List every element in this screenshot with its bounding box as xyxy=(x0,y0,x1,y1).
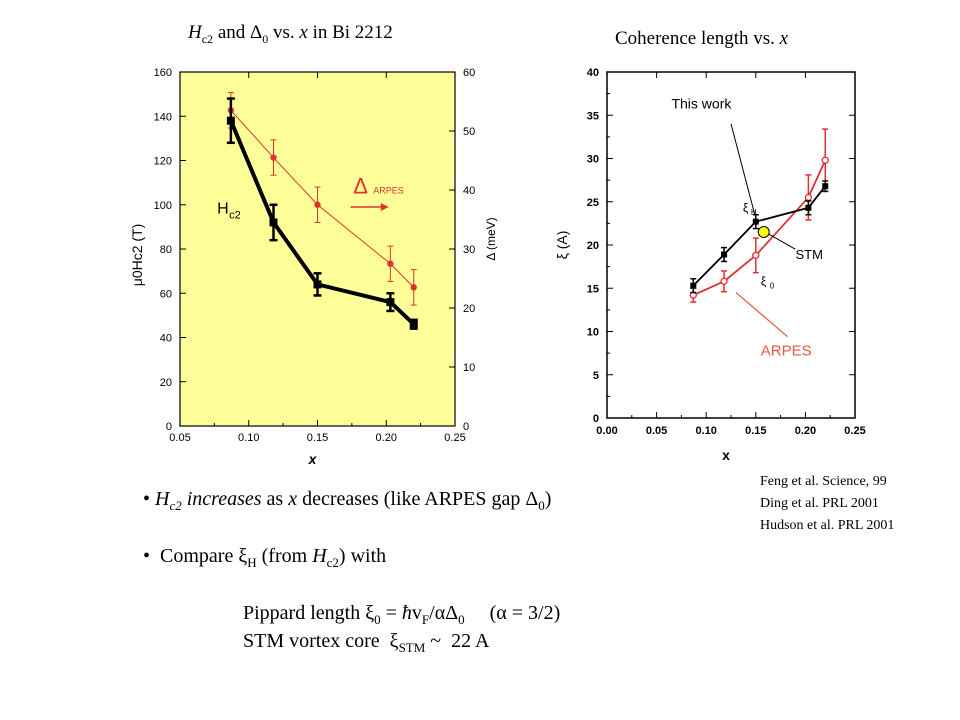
y-right-axis-label: Δ (meV) xyxy=(484,217,498,260)
y-left-tick-label: 60 xyxy=(160,288,172,300)
stm-pointer xyxy=(768,233,796,250)
y-left-tick-label: 80 xyxy=(160,244,172,256)
y-tick-label: 25 xyxy=(587,197,599,209)
x-tick-label: 0.00 xyxy=(596,425,617,437)
hc2-point xyxy=(226,116,235,125)
stm-point xyxy=(757,226,770,239)
xih-point xyxy=(690,282,697,289)
xi0-label: ξ xyxy=(761,275,767,289)
arpes-delta-annotation: Δ xyxy=(353,174,368,199)
xih-label-sub: H xyxy=(751,208,757,217)
x-axis-label: x xyxy=(722,447,730,463)
y-tick-label: 30 xyxy=(587,154,599,166)
xi0-point xyxy=(804,193,813,202)
xih-point xyxy=(822,183,829,190)
x-tick-label: 0.20 xyxy=(795,425,816,437)
y-tick-label: 40 xyxy=(587,67,599,79)
y-left-tick-label: 40 xyxy=(160,333,172,345)
left-chart-title: Hc2 and Δ0 vs. x in Bi 2212 xyxy=(188,22,393,46)
plot-area xyxy=(606,71,856,419)
xi0-point xyxy=(720,277,728,285)
xi0-point xyxy=(752,251,760,260)
y-left-tick-label: 100 xyxy=(154,200,172,212)
x-tick-label: 0.05 xyxy=(646,425,667,437)
x-tick-label: 0.10 xyxy=(695,425,716,437)
y-tick-label: 0 xyxy=(593,413,599,425)
reference-item: Feng et al. Science, 99 xyxy=(760,474,887,489)
hc2-point xyxy=(386,298,395,307)
xih-label: ξ xyxy=(743,201,749,215)
hc2-point xyxy=(269,218,278,227)
x-tick-label: 0.15 xyxy=(745,425,766,437)
bullet-compare: • Compare ξH (from Hc2) with xyxy=(143,545,387,570)
plot-area xyxy=(179,71,456,427)
y-axis-label: ξ (A) xyxy=(554,231,570,260)
x-tick-label: 0.10 xyxy=(238,432,259,444)
hc2-annotation: H xyxy=(217,201,229,218)
y-right-tick-label: 0 xyxy=(463,421,469,433)
hc2-point xyxy=(313,280,322,289)
delta-point xyxy=(410,284,417,291)
y-left-tick-label: 0 xyxy=(166,421,172,433)
hc2-delta-chart: 0.05 0.10 0.15 0.20 0.2502040608010012014016… xyxy=(129,67,498,467)
y-tick-label: 35 xyxy=(587,110,599,122)
stm-line: STM vortex core ξSTM ~ 22 A xyxy=(243,630,490,655)
x-tick-label: 0.25 xyxy=(444,432,465,444)
y-left-tick-label: 20 xyxy=(160,377,172,389)
x-axis-label: x xyxy=(308,451,318,467)
y-tick-label: 5 xyxy=(593,370,599,382)
reference-item: Ding et al. PRL 2001 xyxy=(760,496,879,511)
xih-point xyxy=(805,204,812,211)
xi0-point xyxy=(821,156,829,164)
xi0-label-sub: 0 xyxy=(770,282,775,291)
delta-point xyxy=(387,260,394,267)
y-left-axis-label: μ0Hc2 (T) xyxy=(129,224,145,287)
hc2-point xyxy=(409,320,418,329)
arpes-delta-annotation-sub: ARPES xyxy=(373,186,404,196)
y-left-tick-label: 160 xyxy=(154,67,172,79)
delta-point xyxy=(314,201,321,208)
hc2-annotation-sub: c2 xyxy=(229,210,241,222)
y-right-tick-label: 60 xyxy=(463,67,475,79)
y-tick-label: 10 xyxy=(587,327,599,339)
this-work-label: This work xyxy=(671,95,732,111)
references: Feng et al. Science, 99 Ding et al. PRL … xyxy=(760,471,894,537)
y-left-tick-label: 120 xyxy=(154,156,172,168)
x-tick-label: 0.05 xyxy=(169,432,190,444)
x-tick-label: 0.15 xyxy=(307,432,328,444)
y-right-tick-label: 20 xyxy=(463,303,475,315)
coherence-length-chart: 0.00 0.05 0.10 0.15 0.20 0.25 0 5 10 15 20 25 30 35 40… xyxy=(554,67,866,463)
xih-point xyxy=(752,218,759,225)
bullet-hc2: • Hc2 increases as x decreases (like ARP… xyxy=(143,488,552,513)
x-tick-label: 0.20 xyxy=(376,432,397,444)
y-left-tick-label: 140 xyxy=(154,111,172,123)
pippard-line: Pippard length ξ0 = ħvF/αΔ0 (α = 3/2) xyxy=(243,602,561,627)
x-tick-label: 0.25 xyxy=(844,425,865,437)
y-right-tick-label: 40 xyxy=(463,185,475,197)
y-right-tick-label: 50 xyxy=(463,126,475,138)
xih-point xyxy=(721,251,728,258)
arpes-label: ARPES xyxy=(761,343,812,360)
y-tick-label: 15 xyxy=(587,283,599,295)
this-work-pointer xyxy=(730,123,756,215)
delta-point xyxy=(270,154,277,161)
arpes-arrow-head xyxy=(380,202,389,211)
right-chart-title: Coherence length vs. x xyxy=(615,28,789,49)
arpes-pointer xyxy=(735,292,788,338)
y-right-tick-label: 30 xyxy=(463,244,475,256)
y-tick-label: 20 xyxy=(587,240,599,252)
reference-item: Hudson et al. PRL 2001 xyxy=(760,518,895,533)
y-right-tick-label: 10 xyxy=(463,362,475,374)
stm-label: STM xyxy=(795,247,822,262)
